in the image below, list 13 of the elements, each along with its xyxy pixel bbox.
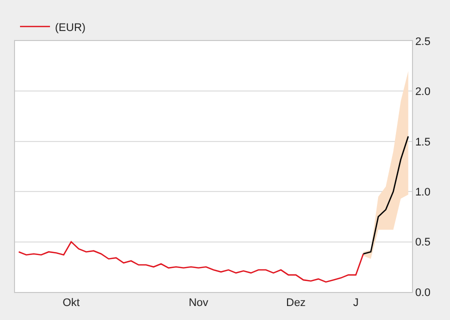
line-series xyxy=(362,136,409,254)
y-tick-label: 0.5 xyxy=(415,236,430,249)
x-tick-label: Okt xyxy=(62,297,80,310)
y-tick-label: 1.0 xyxy=(415,186,430,198)
y-tick-label: 2.5 xyxy=(415,36,430,48)
x-tick-label: J xyxy=(353,297,359,310)
legend-label: (EUR) xyxy=(55,22,86,34)
line-series xyxy=(18,241,364,283)
x-tick-label: Nov xyxy=(188,297,209,310)
y-tick-label: 2.0 xyxy=(415,86,430,98)
x-tick-label: Dez xyxy=(286,297,306,310)
y-tick-label: 0.0 xyxy=(415,286,430,299)
y-tick-label: 1.5 xyxy=(415,136,430,148)
